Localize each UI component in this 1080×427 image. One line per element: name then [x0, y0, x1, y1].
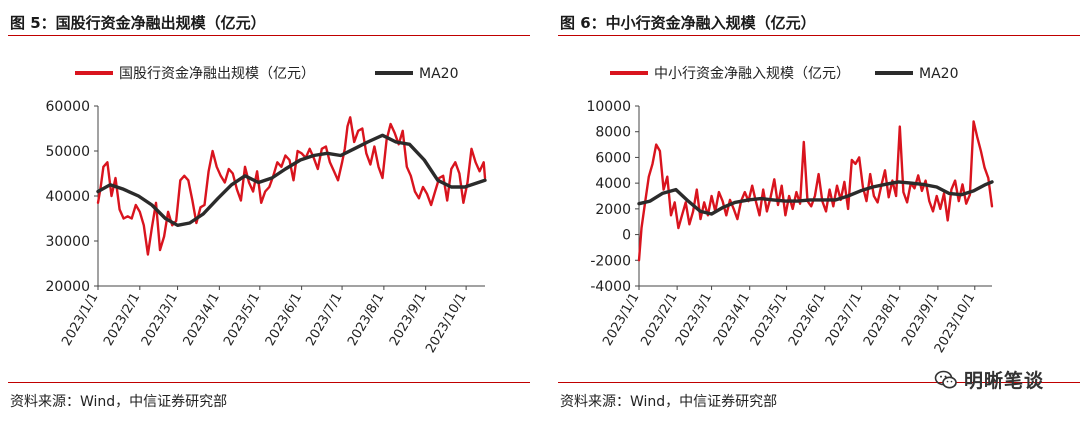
x-tick-label: 2023/9/1 — [899, 291, 941, 349]
x-tick-label: 2023/6/1 — [786, 291, 828, 349]
y-tick-label: -4000 — [590, 279, 631, 295]
x-tick-label: 2023/7/1 — [303, 291, 345, 349]
watermark: 明晰笔谈 — [934, 366, 1044, 393]
x-tick-label: 2023/4/1 — [181, 291, 223, 349]
source-note: 资料来源：Wind，中信证券研究部 — [10, 394, 228, 410]
x-tick-label: 2023/9/1 — [387, 291, 429, 349]
chart-panel-left: 图 5：国股行资金净融出规模（亿元） 国股行资金净融出规模（亿元） MA20 200… — [0, 0, 530, 427]
x-tick-label: 2023/8/1 — [861, 291, 903, 349]
y-tick-label: 2000 — [595, 202, 631, 218]
series-line-0 — [637, 120, 994, 262]
legend-label-0: 国股行资金净融出规模（亿元） — [119, 66, 315, 82]
x-tick-label: 2023/6/1 — [263, 291, 305, 349]
wechat-icon — [934, 370, 957, 388]
source-rule — [8, 382, 530, 383]
y-tick-label: 10000 — [586, 99, 631, 115]
y-tick-label: 30000 — [45, 234, 90, 250]
x-tick-label: 2023/4/1 — [711, 291, 753, 349]
y-tick-label: -2000 — [590, 253, 631, 269]
y-tick-label: 8000 — [595, 125, 631, 141]
x-tick-label: 2023/1/1 — [59, 291, 101, 349]
x-tick-label: 2023/5/1 — [221, 291, 263, 349]
x-tick-label: 2023/3/1 — [139, 291, 181, 349]
legend: 国股行资金净融出规模（亿元） MA20 — [75, 66, 458, 82]
title-rule — [558, 35, 1080, 36]
y-tick-label: 4000 — [595, 176, 631, 192]
y-tick-label: 60000 — [45, 99, 90, 115]
y-tick-label: 0 — [622, 228, 631, 244]
legend: 中小行资金净融入规模（亿元） MA20 — [610, 66, 958, 82]
figure-title: 图 5：国股行资金净融出规模（亿元） — [10, 14, 266, 32]
x-tick-label: 2023/10/1 — [423, 291, 469, 356]
x-tick-label: 2023/1/1 — [600, 291, 642, 349]
watermark-text: 明晰笔谈 — [963, 370, 1044, 392]
series-line-0 — [96, 116, 487, 256]
title-rule — [8, 35, 530, 36]
legend-label-1: MA20 — [919, 66, 958, 82]
x-tick-label: 2023/2/1 — [101, 291, 143, 349]
source-note: 资料来源：Wind，中信证券研究部 — [560, 394, 778, 410]
source-rule — [558, 382, 1080, 383]
y-tick-label: 20000 — [45, 279, 90, 295]
x-tick-label: 2023/7/1 — [823, 291, 865, 349]
legend-label-0: 中小行资金净融入规模（亿元） — [654, 66, 850, 82]
y-tick-label: 40000 — [45, 189, 90, 205]
series-line-1 — [96, 133, 487, 228]
line-chart: 中小行资金净融入规模（亿元） MA20 -4000 -2000 0 2000 4000 600… — [586, 66, 994, 356]
series-line-1 — [637, 180, 994, 216]
chart-panel-right: 图 6：中小行资金净融入规模（亿元） 中小行资金净融入规模（亿元） MA20 -40… — [550, 0, 1080, 427]
legend-label-1: MA20 — [419, 66, 458, 82]
x-tick-label: 2023/8/1 — [345, 291, 387, 349]
y-tick-label: 6000 — [595, 150, 631, 166]
figure-title: 图 6：中小行资金净融入规模（亿元） — [560, 14, 816, 32]
y-tick-label: 50000 — [45, 144, 90, 160]
line-chart: 国股行资金净融出规模（亿元） MA20 20000 30000 40000 50000 60… — [45, 66, 487, 356]
x-tick-label: 2023/5/1 — [748, 291, 790, 349]
